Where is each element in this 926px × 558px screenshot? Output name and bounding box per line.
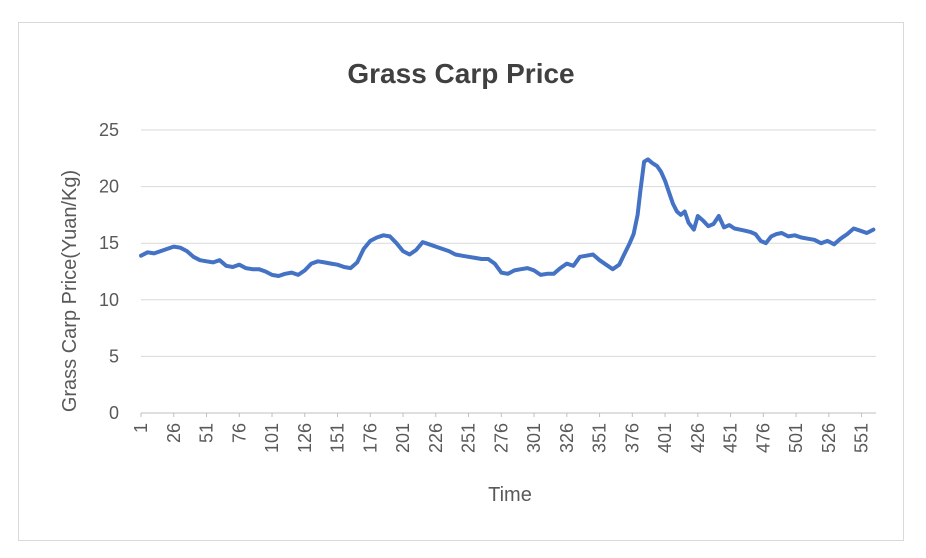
x-tick-label: 176 (360, 423, 380, 453)
y-tick-label: 10 (99, 290, 119, 310)
x-tick-label: 551 (852, 423, 872, 453)
x-tick-label: 426 (688, 423, 708, 453)
y-tick-label: 5 (109, 346, 119, 366)
x-tick-label: 301 (524, 423, 544, 453)
x-tick-label: 476 (753, 423, 773, 453)
chart-frame: 0 5 10 15 20 25 1 26 51 76 101 126 151 176 201 226 251 2… (18, 22, 904, 541)
y-tick-label: 25 (99, 120, 119, 140)
x-tick-label: 501 (786, 423, 806, 453)
x-tick-label: 151 (328, 423, 348, 453)
y-tick-labels: 0 5 10 15 20 25 (99, 120, 119, 423)
x-tick-label: 1 (131, 423, 151, 433)
x-tick-label: 251 (459, 423, 479, 453)
x-axis-title: Time (488, 484, 532, 506)
x-tick-label: 26 (164, 423, 184, 443)
series-line-0 (139, 157, 876, 278)
gridlines (141, 129, 876, 357)
y-tick-label: 0 (109, 403, 119, 423)
x-tick-labels: 1 26 51 76 101 126 151 176 201 226 251 276 301 326 351… (131, 423, 872, 453)
x-tick-label: 126 (295, 423, 315, 453)
x-tick-label: 226 (426, 423, 446, 453)
series-layer (139, 157, 876, 278)
x-tick-label: 376 (622, 423, 642, 453)
x-tick-label: 451 (721, 423, 741, 453)
chart-title: Grass Carp Price (347, 58, 574, 89)
x-tick-label: 401 (655, 423, 675, 453)
x-tick-label: 51 (197, 423, 217, 443)
x-tick-label: 76 (229, 423, 249, 443)
x-tick-label: 201 (393, 423, 413, 453)
y-axis-title: Grass Carp Price(Yuan/Kg) (59, 170, 81, 412)
x-tick-label: 276 (491, 423, 511, 453)
x-tick-label: 326 (557, 423, 577, 453)
y-tick-label: 15 (99, 233, 119, 253)
x-axis (140, 412, 876, 417)
y-tick-label: 20 (99, 177, 119, 197)
x-tick-label: 351 (590, 423, 610, 453)
x-tick-label: 101 (262, 423, 282, 453)
x-tick-label: 526 (819, 423, 839, 453)
